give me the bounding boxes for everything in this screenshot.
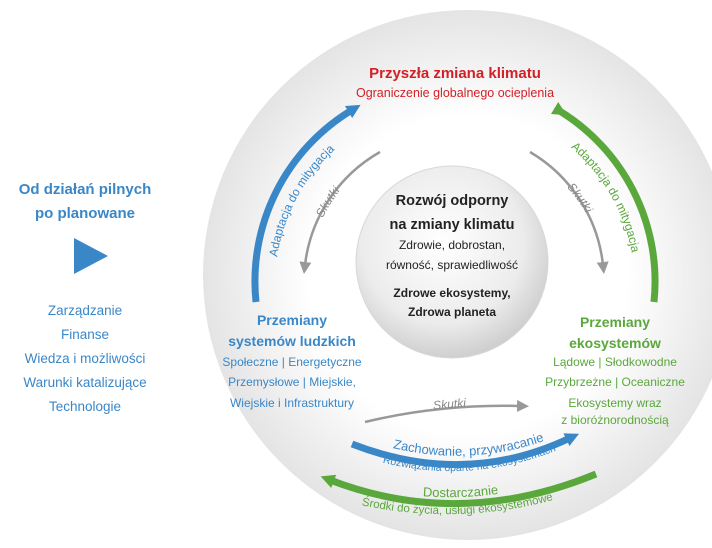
node-line: Społeczne | Energetyczne	[222, 355, 362, 369]
center-title: na zmiany klimatu	[390, 217, 515, 233]
node-line: z bioróżnorodnością	[561, 413, 669, 427]
green-bottom-arc	[320, 470, 598, 508]
blue-arc	[251, 104, 361, 303]
center-title: Rozwój odporny	[396, 193, 509, 209]
item: Finanse	[61, 327, 109, 342]
node-line: Lądowe | Słodkowodne	[553, 355, 677, 369]
node-line: Wiejskie i Infrastruktury	[230, 396, 354, 410]
node-line: Przemysłowe | Miejskie,	[228, 375, 356, 389]
center-line: Zdrowa planeta	[408, 305, 496, 319]
node-title: Przemiany	[580, 314, 650, 330]
center-line: Zdrowe ekosystemy,	[393, 286, 510, 300]
item: Zarządzanie	[48, 303, 122, 318]
heading: po planowane	[35, 205, 135, 222]
node-title: ekosystemów	[569, 335, 661, 351]
center-line: Zdrowie, dobrostan,	[399, 238, 505, 252]
top-subtitle: Ograniczenie globalnego ocieplenia	[356, 86, 554, 100]
blue-bottom-arc	[350, 433, 580, 469]
gray-arc-bottom	[364, 399, 529, 424]
gray-arc-left	[299, 150, 381, 274]
gray-arc-right	[529, 150, 609, 274]
triangle-icon	[74, 238, 108, 274]
arc-label: Skutki	[433, 396, 467, 413]
center-line: równość, sprawiedliwość	[386, 258, 518, 272]
item: Wiedza i możliwości	[25, 351, 146, 366]
arc-label-text: Skutki	[433, 396, 467, 413]
inner-circle	[355, 165, 549, 359]
node-title: systemów ludzkich	[228, 333, 356, 349]
node-line: Przybrzeżne | Oceaniczne	[545, 375, 685, 389]
node-line: Ekosystemy wraz	[568, 396, 661, 410]
top-title: Przyszła zmiana klimatu	[369, 65, 541, 82]
arc-label: Dostarczanie	[423, 482, 499, 500]
green-arc	[550, 101, 659, 303]
arc-label-text: Dostarczanie	[423, 482, 499, 500]
item: Warunki katalizujące	[23, 375, 146, 390]
node-title: Przemiany	[257, 312, 327, 328]
item: Technologie	[49, 399, 121, 414]
heading: Od działań pilnych	[19, 181, 152, 198]
